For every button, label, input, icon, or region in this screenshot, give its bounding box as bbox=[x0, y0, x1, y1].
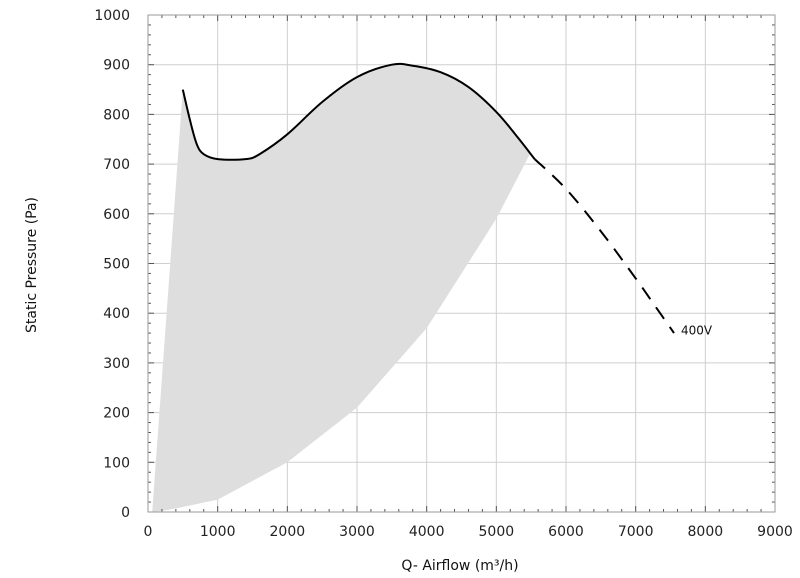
x-tick-label: 2000 bbox=[270, 524, 306, 540]
x-tick-label: 4000 bbox=[409, 524, 445, 540]
x-tick-label: 3000 bbox=[339, 524, 375, 540]
x-axis-title: Q- Airflow (m³/h) bbox=[401, 558, 518, 574]
y-tick-label: 600 bbox=[103, 207, 130, 223]
y-tick-label: 1000 bbox=[94, 8, 130, 24]
y-tick-label: 900 bbox=[103, 58, 130, 74]
y-tick-label: 100 bbox=[103, 455, 130, 471]
x-tick-label: 0 bbox=[144, 524, 153, 540]
y-tick-label: 800 bbox=[103, 107, 130, 123]
x-tick-label: 1000 bbox=[200, 524, 236, 540]
y-tick-label: 500 bbox=[103, 257, 130, 273]
series-label-400v: 400V bbox=[681, 324, 713, 338]
y-tick-label: 300 bbox=[103, 356, 130, 372]
plot-frame bbox=[147, 14, 776, 513]
x-tick-label: 8000 bbox=[688, 524, 724, 540]
y-tick-labels: 0 100 200 300 400 500 600 700 800 900 1000 bbox=[94, 8, 130, 521]
y-tick-label: 200 bbox=[103, 406, 130, 422]
y-tick-label: 400 bbox=[103, 306, 130, 322]
fan-curve-solid bbox=[181, 62, 536, 161]
x-tick-label: 5000 bbox=[479, 524, 515, 540]
y-tick-label: 0 bbox=[121, 505, 130, 521]
y-axis-title: Static Pressure (Pa) bbox=[24, 197, 40, 333]
operating-area bbox=[152, 64, 530, 512]
x-tick-label: 6000 bbox=[548, 524, 584, 540]
fan-curve-dashed bbox=[534, 158, 675, 334]
x-tick-labels: 0 1000 2000 3000 4000 5000 6000 7000 8000 9000 bbox=[144, 524, 793, 540]
y-tick-label: 700 bbox=[103, 157, 130, 173]
x-tick-label: 7000 bbox=[618, 524, 654, 540]
x-tick-label: 9000 bbox=[757, 524, 793, 540]
